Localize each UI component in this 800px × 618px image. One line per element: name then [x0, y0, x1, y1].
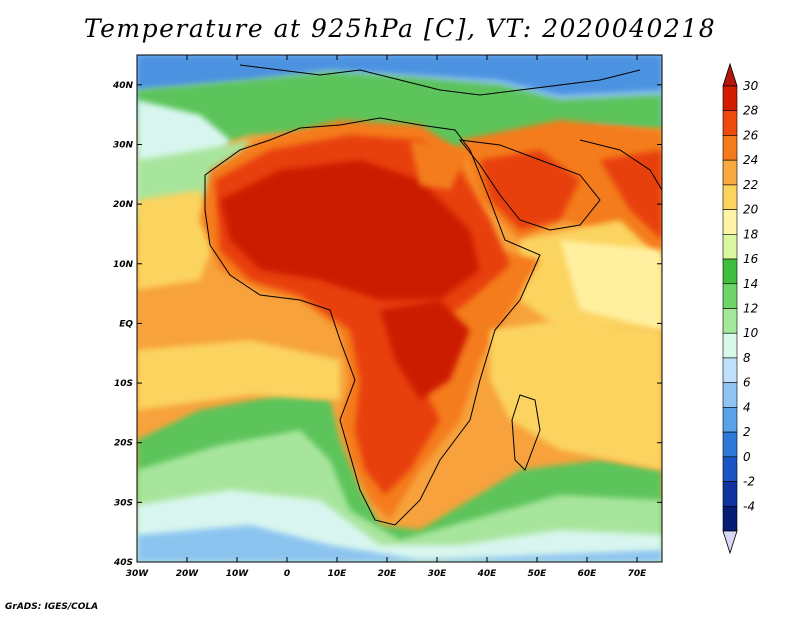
colorbar-swatch	[722, 382, 738, 408]
x-axis-labels: 30W 20W 10W 0 10E 20E 30E 40E 50E 60E 70E	[126, 569, 647, 579]
colorbar-swatch	[722, 456, 738, 482]
colorbar-label: 30	[743, 79, 759, 93]
plot-frame	[136, 54, 663, 563]
x-tick-label: 10E	[328, 569, 348, 579]
colorbar-label: 2	[743, 425, 751, 439]
field-india-hot	[600, 150, 662, 240]
x-tick-label: 20W	[176, 569, 200, 579]
y-tick-label: 40N	[112, 81, 134, 91]
y-tick-label: 20S	[114, 439, 133, 449]
colorbar-label: 28	[743, 104, 759, 118]
y-tick-label: 40S	[113, 558, 133, 568]
colorbar-swatch	[722, 85, 738, 112]
x-tick-label: 60E	[578, 569, 598, 579]
colorbar-label: 18	[743, 227, 759, 241]
colorbar-swatch	[722, 209, 738, 235]
field-satlantic-yellow	[137, 340, 340, 410]
colorbar-label: 6	[743, 376, 751, 390]
field-south-blue	[137, 525, 662, 562]
colorbar-high-arrow	[722, 62, 738, 87]
field-indian-pale	[560, 240, 662, 330]
x-tick-label: 30W	[126, 569, 150, 579]
coastline-africa	[204, 117, 541, 526]
y-tick-label: 10N	[113, 260, 134, 270]
colorbar-swatch	[722, 407, 738, 433]
coastline-asia	[579, 139, 662, 191]
x-tick-label: 20E	[378, 569, 398, 579]
colorbar-label: 14	[743, 277, 758, 291]
coastline-madagascar	[511, 394, 541, 471]
colorbar-swatch	[722, 332, 738, 359]
x-tick-label: 50E	[528, 569, 548, 579]
colorbar-label: 24	[743, 153, 758, 167]
colorbar-swatch	[722, 135, 738, 161]
y-tick-label: 30S	[114, 498, 133, 508]
axis-ticks	[136, 55, 662, 563]
colorbar-label: 26	[743, 128, 759, 142]
colorbar-swatch	[722, 308, 738, 334]
colorbar-label: 16	[743, 252, 759, 266]
colorbar-swatch	[722, 283, 738, 309]
colorbar-swatch	[722, 258, 738, 285]
field-central-hottest	[380, 300, 470, 400]
colorbar-label: 22	[743, 178, 758, 192]
y-axis-labels: 40N 30N 20N 10N EQ 10S 20S 30S 40S	[112, 81, 134, 568]
colorbar-label: 8	[743, 351, 751, 365]
x-tick-label: 40E	[477, 569, 498, 579]
y-tick-label: 20N	[113, 200, 134, 210]
colorbar-low-arrow	[722, 530, 738, 555]
colorbar-swatch	[722, 159, 738, 186]
field-med-green	[137, 72, 662, 160]
coastline-arabia	[458, 139, 601, 231]
y-tick-label: EQ	[119, 319, 133, 329]
colorbar-label: -2	[743, 475, 755, 489]
x-tick-label: 70E	[628, 569, 648, 579]
temperature-field	[137, 55, 662, 562]
colorbar-swatch	[722, 234, 738, 260]
field-atlantic-yellow	[137, 190, 215, 290]
coastlines	[204, 64, 662, 526]
field-indian-yellow	[490, 320, 662, 470]
colorbar-label: 4	[743, 400, 751, 414]
colorbar-label: 10	[743, 326, 759, 340]
x-tick-label: 10W	[226, 569, 250, 579]
y-tick-label: 10S	[114, 379, 133, 389]
x-tick-label: 30E	[428, 569, 448, 579]
colorbar-swatch	[722, 357, 738, 383]
field-europe-cold	[137, 55, 662, 95]
colorbar-label: -4	[743, 499, 755, 513]
map-title: Temperature at 925hPa [C], VT: 202004021…	[83, 14, 717, 43]
colorbar-label: 20	[743, 203, 759, 217]
colorbar-swatch	[722, 481, 738, 507]
colorbar-swatch	[722, 184, 738, 210]
colorbar-swatch	[722, 431, 738, 458]
y-tick-label: 30N	[113, 140, 134, 150]
colorbar-label: 0	[743, 450, 751, 464]
credit-label: GrADS: IGES/COLA	[5, 602, 99, 612]
colorbar-swatch	[722, 110, 738, 136]
x-tick-label: 0	[284, 569, 290, 579]
coastline-europe	[239, 64, 641, 96]
field-arabia-hot	[480, 150, 580, 230]
field-sahel-hottest	[220, 160, 480, 300]
field-egypt-warm	[410, 140, 470, 190]
colorbar-swatch	[722, 505, 738, 532]
colorbar-label: 12	[743, 302, 758, 316]
